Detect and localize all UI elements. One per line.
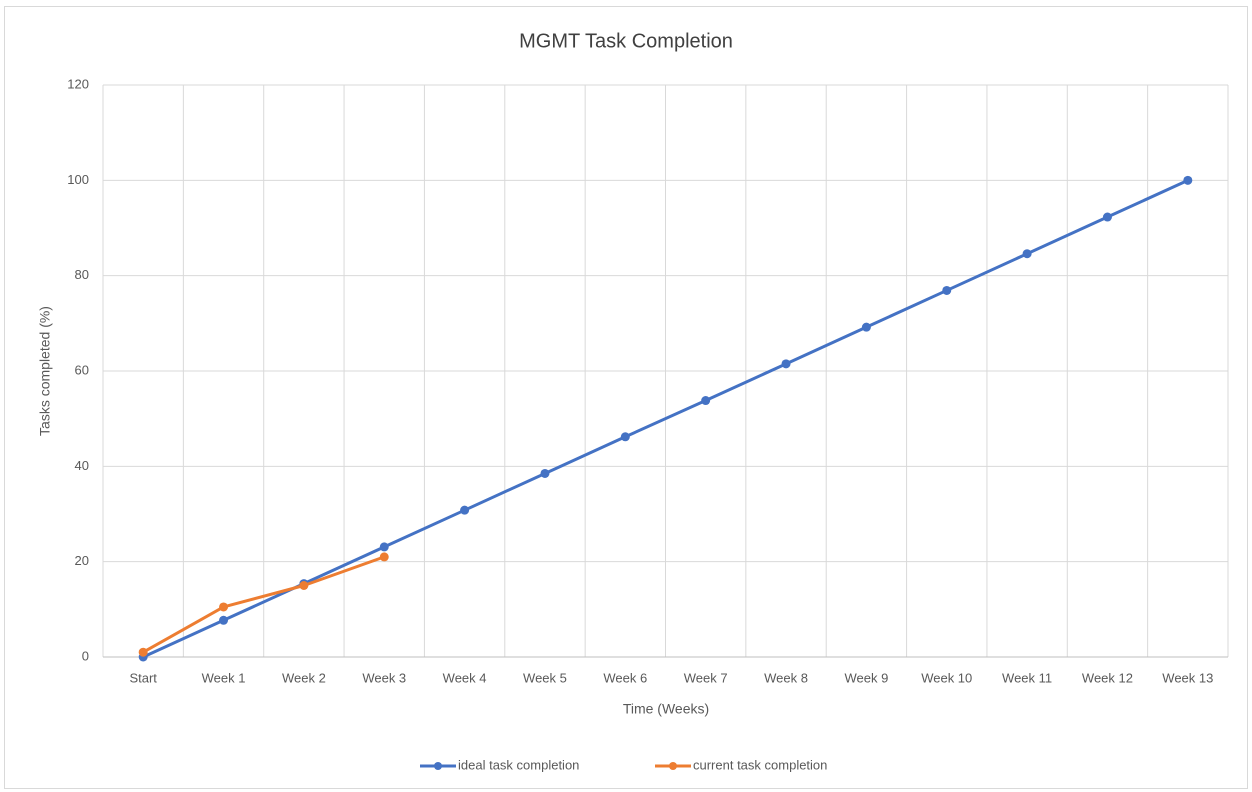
data-point xyxy=(379,552,389,562)
series-line xyxy=(141,178,1190,659)
data-point xyxy=(379,542,389,552)
x-tick-label: Week 9 xyxy=(844,670,888,685)
data-point xyxy=(540,468,550,478)
data-point xyxy=(1102,212,1112,222)
y-tick-label: 40 xyxy=(75,458,89,473)
legend-swatch-marker xyxy=(669,762,677,770)
data-point xyxy=(1183,175,1193,185)
data-point xyxy=(781,359,791,369)
series-line xyxy=(141,555,386,654)
chart-title: MGMT Task Completion xyxy=(519,30,733,52)
data-point xyxy=(861,322,871,332)
x-axis-title: Time (Weeks) xyxy=(623,701,709,717)
x-tick-label: Week 4 xyxy=(443,670,487,685)
x-tick-label: Week 7 xyxy=(684,670,728,685)
data-point xyxy=(138,647,148,657)
y-tick-label: 0 xyxy=(82,648,89,663)
data-point xyxy=(460,505,470,515)
x-tick-label: Week 2 xyxy=(282,670,326,685)
data-point xyxy=(219,615,229,625)
data-point xyxy=(620,432,630,442)
y-tick-label: 100 xyxy=(67,172,89,187)
data-point xyxy=(1022,249,1032,259)
y-tick-label: 60 xyxy=(75,362,89,377)
x-tick-label: Week 13 xyxy=(1162,670,1213,685)
y-tick-label: 20 xyxy=(75,553,89,568)
x-tick-label: Week 6 xyxy=(603,670,647,685)
y-tick-label: 120 xyxy=(67,76,89,91)
data-point xyxy=(942,285,952,295)
y-tick-label: 80 xyxy=(75,267,89,282)
x-tick-label: Week 12 xyxy=(1082,670,1133,685)
x-tick-label: Week 3 xyxy=(362,670,406,685)
data-point xyxy=(299,581,309,590)
y-axis-title: Tasks completed (%) xyxy=(37,306,53,436)
x-tick-label: Start xyxy=(129,670,157,685)
data-point xyxy=(701,396,711,406)
x-tick-label: Week 8 xyxy=(764,670,808,685)
chart-border xyxy=(4,6,1248,789)
legend-swatch-marker xyxy=(434,762,442,770)
x-tick-label: Week 11 xyxy=(1002,670,1052,685)
x-tick-label: Week 1 xyxy=(202,670,246,685)
x-tick-label: Week 5 xyxy=(523,670,567,685)
legend-label: current task completion xyxy=(693,757,827,772)
data-point xyxy=(219,602,229,612)
legend-label: ideal task completion xyxy=(458,757,579,772)
x-tick-label: Week 10 xyxy=(921,670,972,685)
